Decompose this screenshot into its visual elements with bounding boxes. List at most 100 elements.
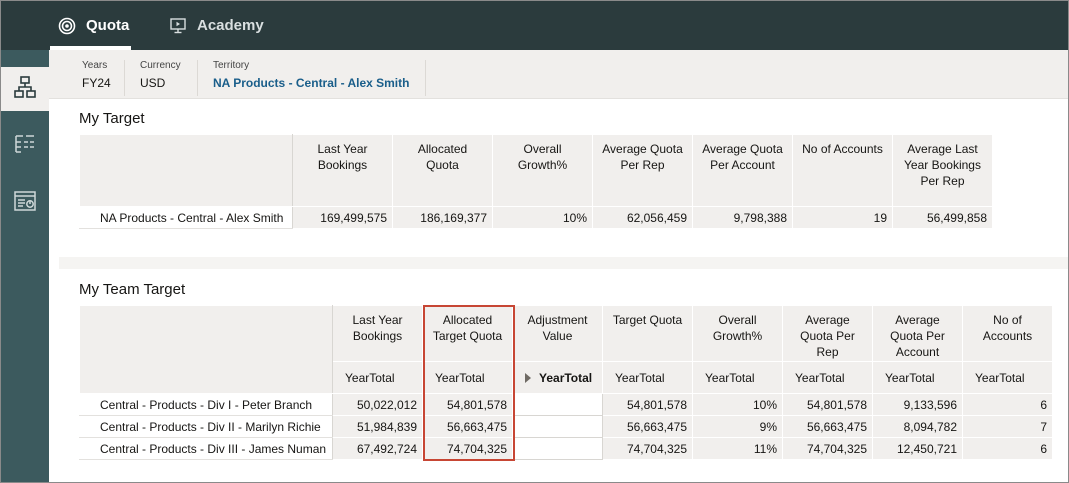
data-cell[interactable]: 62,056,459 xyxy=(592,206,693,229)
column-header: No of Accounts xyxy=(962,305,1053,362)
data-cell[interactable]: 56,663,475 xyxy=(422,415,513,438)
adjustment-input-cell[interactable] xyxy=(512,393,603,416)
column-header: Last Year Bookings xyxy=(292,134,393,207)
currency-label: Currency xyxy=(140,60,181,71)
data-cell[interactable]: 10% xyxy=(692,393,783,416)
column-header: Average Quota Per Account xyxy=(872,305,963,362)
data-cell[interactable]: 186,169,377 xyxy=(392,206,493,229)
sub-header: YearTotal xyxy=(602,361,693,394)
column-header: Last Year Bookings xyxy=(332,305,423,362)
tab-quota[interactable]: Quota xyxy=(50,1,131,50)
data-cell[interactable]: 54,801,578 xyxy=(422,393,513,416)
row-label: NA Products - Central - Alex Smith xyxy=(79,206,293,229)
data-cell[interactable]: 9,798,388 xyxy=(692,206,793,229)
column-header: Allocated Target Quota xyxy=(422,305,513,362)
data-cell[interactable]: 51,984,839 xyxy=(332,415,423,438)
column-header: No of Accounts xyxy=(792,134,893,207)
hierarchy-icon xyxy=(13,75,37,104)
main-content: My Target Last Year Bookings Allocated Q… xyxy=(49,99,1068,482)
column-header: Allocated Quota xyxy=(392,134,493,207)
currency-selector[interactable]: Currency USD xyxy=(140,60,181,94)
years-label: Years xyxy=(82,60,108,71)
column-header: Average Quota Per Rep xyxy=(782,305,873,362)
years-value: FY24 xyxy=(82,76,111,90)
divider xyxy=(425,60,426,96)
my-team-target-grid: Last Year Bookings Allocated Target Quot… xyxy=(79,305,1053,460)
data-cell[interactable]: 11% xyxy=(692,437,783,460)
rail-item-report[interactable] xyxy=(1,181,49,225)
data-cell[interactable]: 74,704,325 xyxy=(782,437,873,460)
sub-header: YearTotal xyxy=(872,361,963,394)
data-cell[interactable]: 50,022,012 xyxy=(332,393,423,416)
data-cell[interactable]: 54,801,578 xyxy=(782,393,873,416)
column-header: Overall Growth% xyxy=(692,305,783,362)
data-cell[interactable]: 9% xyxy=(692,415,783,438)
data-cell[interactable]: 6 xyxy=(962,393,1053,416)
years-selector[interactable]: Years FY24 xyxy=(82,60,111,94)
rail-item-list[interactable] xyxy=(1,124,49,168)
sub-header: YearTotal xyxy=(782,361,873,394)
data-cell[interactable]: 8,094,782 xyxy=(872,415,963,438)
data-cell[interactable]: 12,450,721 xyxy=(872,437,963,460)
data-cell[interactable]: 9,133,596 xyxy=(872,393,963,416)
column-header: Average Quota Per Account xyxy=(692,134,793,207)
territory-label: Territory xyxy=(213,60,250,71)
data-cell[interactable]: 56,663,475 xyxy=(602,415,693,438)
tab-academy[interactable]: Academy xyxy=(169,1,264,50)
table-row: Central - Products - Div III - James Num… xyxy=(79,437,1053,460)
target-icon xyxy=(58,17,76,35)
territory-value[interactable]: NA Products - Central - Alex Smith xyxy=(213,76,410,90)
column-header: Target Quota xyxy=(602,305,693,362)
divider xyxy=(124,60,125,96)
data-cell[interactable]: 74,704,325 xyxy=(602,437,693,460)
grid-corner xyxy=(79,305,333,394)
data-cell[interactable]: 7 xyxy=(962,415,1053,438)
sub-header: YearTotal xyxy=(332,361,423,394)
data-cell[interactable]: 6 xyxy=(962,437,1053,460)
data-cell[interactable]: 10% xyxy=(492,206,593,229)
top-nav-bar: Quota Academy xyxy=(1,1,1068,50)
table-row: NA Products - Central - Alex Smith 169,4… xyxy=(79,206,993,229)
my-target-grid: Last Year Bookings Allocated Quota Overa… xyxy=(79,134,993,229)
currency-value: USD xyxy=(140,76,166,90)
section-divider xyxy=(59,257,1068,269)
sub-header: YearTotal xyxy=(422,361,513,394)
left-rail xyxy=(1,50,49,482)
list-tree-icon xyxy=(13,132,37,161)
presentation-icon xyxy=(169,17,187,35)
grid-corner xyxy=(79,134,293,207)
adjustment-input-cell[interactable] xyxy=(512,437,603,460)
data-cell[interactable]: 56,499,858 xyxy=(892,206,993,229)
active-tab-indicator xyxy=(50,46,131,50)
data-cell[interactable]: 56,663,475 xyxy=(782,415,873,438)
data-cell[interactable]: 74,704,325 xyxy=(422,437,513,460)
row-label: Central - Products - Div I - Peter Branc… xyxy=(79,393,333,416)
table-row: Central - Products - Div I - Peter Branc… xyxy=(79,393,1053,416)
column-header: Overall Growth% xyxy=(492,134,593,207)
data-cell[interactable]: 169,499,575 xyxy=(292,206,393,229)
column-header: Average Quota Per Rep xyxy=(592,134,693,207)
rail-item-hierarchy[interactable] xyxy=(1,67,49,111)
tab-quota-label: Quota xyxy=(86,17,130,34)
data-cell[interactable]: 19 xyxy=(792,206,893,229)
context-bar: Years FY24 Currency USD Territory NA Pro… xyxy=(49,50,1068,99)
sub-header: YearTotal xyxy=(692,361,783,394)
territory-selector[interactable]: Territory NA Products - Central - Alex S… xyxy=(213,60,409,94)
data-cell[interactable]: 67,492,724 xyxy=(332,437,423,460)
table-row: Central - Products - Div II - Marilyn Ri… xyxy=(79,415,1053,438)
sub-header: YearTotal xyxy=(962,361,1053,394)
my-team-target-title: My Team Target xyxy=(79,281,186,298)
report-icon xyxy=(13,189,37,218)
divider xyxy=(197,60,198,96)
row-label: Central - Products - Div II - Marilyn Ri… xyxy=(79,415,333,438)
data-cell[interactable]: 54,801,578 xyxy=(602,393,693,416)
adjustment-subheader[interactable]: YearTotal xyxy=(512,361,603,394)
column-header: Average Last Year Bookings Per Rep xyxy=(892,134,993,207)
column-header: Adjustment Value xyxy=(512,305,603,362)
tab-academy-label: Academy xyxy=(197,17,264,34)
expand-triangle-icon[interactable] xyxy=(525,373,531,384)
row-label: Central - Products - Div III - James Num… xyxy=(79,437,333,460)
my-target-title: My Target xyxy=(79,110,145,127)
adjustment-input-cell[interactable] xyxy=(512,415,603,438)
